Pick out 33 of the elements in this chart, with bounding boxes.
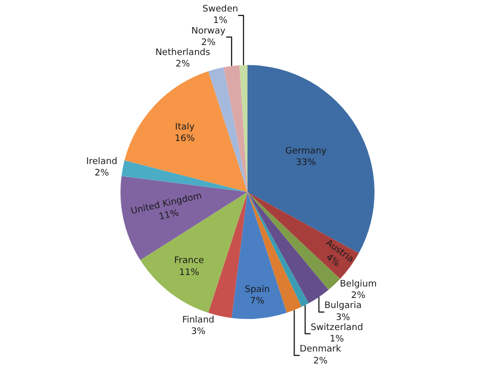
pie-slice [124,71,248,192]
data-label: 2% [176,60,190,70]
pie-slice [224,65,248,192]
data-label: 7% [250,296,265,307]
slice-label: Sweden [202,4,238,15]
pie-slice [208,67,248,192]
slice-label: Bulgaria [324,301,362,312]
pie-slice [248,192,359,279]
data-label: 11% [158,208,180,223]
data-label: 2% [313,356,328,366]
data-label: 2% [94,168,110,179]
data-label: 1% [213,16,228,26]
data-label: 16% [174,134,196,144]
slice-label: Belgium [340,279,377,290]
pie-slice [232,192,287,319]
slice-label: Germany [285,146,328,156]
slice-label: Denmark [300,344,342,355]
slice-label: Spain [244,284,270,295]
data-label: 2% [201,38,216,48]
data-label: 33% [296,158,316,168]
data-label: 11% [179,268,200,278]
slice-label: Italy [175,122,196,132]
data-label: 3% [191,327,206,338]
data-label: 3% [336,312,351,323]
slice-label: Switzerland [310,322,364,333]
pie-slice [122,160,248,192]
slice-label: Finland [182,315,214,326]
data-label: 1% [330,334,344,345]
slice-label: Netherlands [155,48,210,58]
slice-label: France [174,256,205,266]
data-label: 2% [351,291,366,302]
slice-label: Ireland [86,156,118,167]
slice-label: Norway [191,26,226,36]
